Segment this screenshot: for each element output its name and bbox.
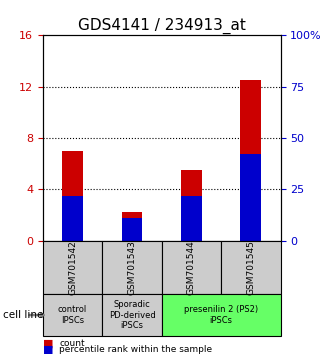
- Text: percentile rank within the sample: percentile rank within the sample: [59, 345, 213, 354]
- Text: Sporadic
PD-derived
iPSCs: Sporadic PD-derived iPSCs: [109, 300, 155, 330]
- Text: GSM701545: GSM701545: [246, 240, 255, 295]
- Text: control
IPSCs: control IPSCs: [58, 306, 87, 325]
- Bar: [181, 195, 202, 241]
- Bar: [62, 195, 83, 241]
- Title: GDS4141 / 234913_at: GDS4141 / 234913_at: [78, 18, 246, 34]
- Text: GSM701544: GSM701544: [187, 240, 196, 295]
- Text: ■: ■: [43, 338, 53, 348]
- Bar: [62, 151, 83, 241]
- Text: GSM701542: GSM701542: [68, 240, 77, 295]
- Text: presenilin 2 (PS2)
iPSCs: presenilin 2 (PS2) iPSCs: [184, 306, 258, 325]
- Bar: [121, 212, 142, 241]
- Text: GSM701543: GSM701543: [127, 240, 137, 295]
- Bar: [121, 218, 142, 241]
- Text: cell line: cell line: [3, 310, 44, 320]
- Bar: [240, 80, 261, 241]
- Text: ■: ■: [43, 345, 53, 354]
- Bar: [181, 170, 202, 241]
- Text: count: count: [59, 339, 85, 348]
- Bar: [240, 154, 261, 241]
